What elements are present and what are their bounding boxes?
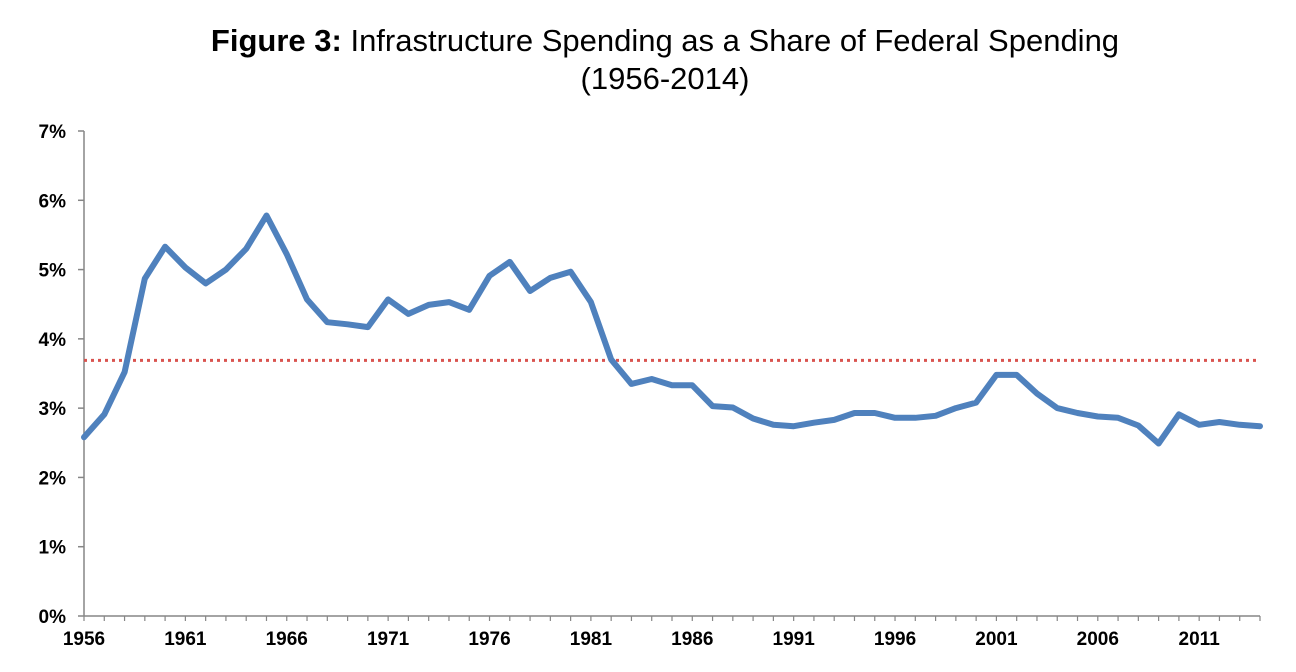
- x-tick-label: 1966: [266, 629, 308, 650]
- x-tick-label: 1991: [773, 629, 816, 650]
- figure-label: Figure 3:: [210, 23, 342, 58]
- x-tick-label: 1981: [570, 629, 613, 650]
- y-tick-label: 3%: [39, 399, 67, 420]
- y-tick-label: 2%: [39, 468, 67, 489]
- title-text: Infrastructure Spending as a Share of Fe…: [350, 23, 1120, 58]
- x-tick-label: 1976: [468, 629, 510, 650]
- y-tick-label: 1%: [39, 538, 67, 559]
- x-tick-label: 1986: [671, 629, 713, 650]
- x-tick-label: 1971: [367, 629, 410, 650]
- x-tick-label: 2011: [1179, 629, 1221, 650]
- series-line: [81, 212, 1263, 447]
- x-tick-label: 1961: [164, 629, 207, 650]
- chart-subtitle: (1956-2014): [580, 61, 750, 96]
- x-tick-label: 1956: [63, 629, 105, 650]
- y-tick-label: 0%: [39, 607, 67, 628]
- x-tick-label: 1996: [874, 629, 916, 650]
- y-tick-label: 4%: [39, 330, 67, 351]
- x-tick-label: 2001: [975, 629, 1018, 650]
- y-tick-label: 6%: [39, 191, 67, 212]
- x-tick-label: 2006: [1077, 629, 1119, 650]
- y-tick-label: 5%: [39, 261, 67, 282]
- y-tick-label: 7%: [39, 122, 67, 143]
- axes: [78, 130, 1261, 621]
- series-group: [81, 212, 1263, 447]
- tick-labels: 0% 1% 2% 3% 4% 5% 6% 7% 1956 1961 1966 1971 1976 1981…: [39, 122, 1221, 650]
- chart-title: Figure 3: Infrastructure Spending as a S…: [0, 22, 1296, 98]
